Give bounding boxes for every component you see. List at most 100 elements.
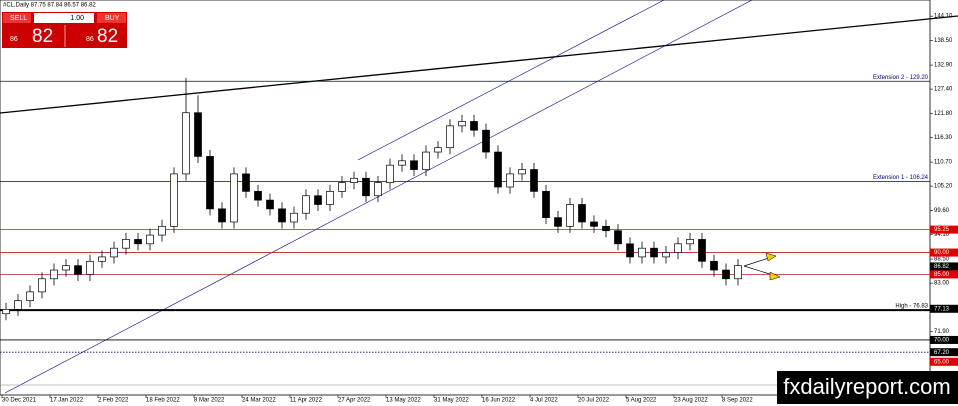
price-tag-label: 70.00 <box>934 338 950 344</box>
candle-body <box>650 247 658 258</box>
price-tag-label: 90.00 <box>934 250 950 256</box>
arrow-head <box>765 252 777 262</box>
candle-body <box>230 173 238 223</box>
channel-line <box>4 0 753 394</box>
candle-body <box>506 173 514 188</box>
arrow-head <box>769 271 781 281</box>
candle-body <box>638 247 646 258</box>
level-label: Extension 2 - 129.20 <box>873 75 929 81</box>
candle-body <box>398 160 406 166</box>
candle-body <box>626 243 634 258</box>
candle-body <box>362 177 370 197</box>
buy-button[interactable] <box>97 13 126 23</box>
price-tag <box>930 225 958 234</box>
y-tick-label: 127.40 <box>934 87 953 93</box>
candle-body <box>470 121 478 131</box>
y-tick-label: 110.70 <box>934 160 953 166</box>
price-tag-label: 86.82 <box>934 264 950 270</box>
price-tag-label: 77.13 <box>934 306 950 312</box>
price-tag-label: 95.25 <box>934 227 950 233</box>
candle-body <box>458 121 466 127</box>
bid-big: 82 <box>32 26 53 47</box>
candle-body <box>410 160 418 170</box>
chart-title: #CL,Daily 87.75 87.84 86.57 86.82 <box>3 3 96 9</box>
candle-body <box>74 265 82 275</box>
candle-body <box>62 265 70 271</box>
sell-label: SELL <box>10 15 27 22</box>
candle-body <box>194 112 202 157</box>
candle-body <box>206 156 214 210</box>
price-tag <box>930 348 958 357</box>
candle-body <box>590 221 598 227</box>
y-tick-label: 144.10 <box>934 14 953 20</box>
candle-body <box>350 177 358 183</box>
candle-body <box>422 151 430 170</box>
y-tick-label: 99.60 <box>934 208 950 214</box>
candle-body <box>578 204 586 223</box>
lots: 1.00 <box>70 15 84 22</box>
x-tick-label: 2 Feb 2022 <box>98 398 129 404</box>
watermark-bg <box>777 371 958 404</box>
x-tick-label: 24 Mar 2022 <box>242 398 276 404</box>
candle-body <box>482 129 490 153</box>
ask-big: 82 <box>97 26 118 47</box>
level-label: Extension 1 - 106.24 <box>873 175 929 181</box>
watermark: fxdailyreport.com <box>783 374 951 399</box>
x-tick-label: 18 Feb 2022 <box>146 398 180 404</box>
candle-body <box>554 217 562 227</box>
candle-body <box>602 225 610 232</box>
y-tick-label: 105.20 <box>934 184 953 190</box>
trendline <box>0 15 958 114</box>
price-tag-label: 67.20 <box>934 350 950 356</box>
candle-body <box>254 191 262 201</box>
candle-body <box>182 112 190 175</box>
candle-body <box>374 182 382 197</box>
price-tag <box>930 304 958 313</box>
candle-body <box>110 247 118 258</box>
candle-body <box>14 300 22 310</box>
candle-body <box>98 256 106 262</box>
ask-small: 86 <box>86 36 94 43</box>
buy-label: BUY <box>105 15 120 22</box>
sell-button[interactable] <box>3 13 31 23</box>
plot <box>0 77 930 353</box>
candle-body <box>386 164 394 183</box>
candle-body <box>278 208 286 223</box>
candle-body <box>170 173 178 227</box>
candle-body <box>86 260 94 275</box>
candle-body <box>134 239 142 245</box>
x-tick-label: 23 Aug 2022 <box>674 398 708 404</box>
candle-body <box>542 191 550 218</box>
candle-body <box>446 125 454 149</box>
price-tag <box>930 357 958 366</box>
candle-body <box>662 252 670 258</box>
price-tag-label: 85.00 <box>934 272 950 278</box>
price-tag-label: 65.00 <box>934 359 950 365</box>
price-tag <box>930 270 958 279</box>
candle-body <box>26 291 34 301</box>
y-tick-label: 116.30 <box>934 135 953 141</box>
x-tick-label: 8 Sep 2022 <box>722 398 753 404</box>
price-tag <box>930 335 958 344</box>
x-tick-label: 11 Apr 2022 <box>290 398 323 404</box>
x-tick-label: 13 May 2022 <box>386 398 421 404</box>
candle-body <box>674 243 682 253</box>
y-tick-label: 121.80 <box>934 111 953 117</box>
channel-line <box>357 0 665 161</box>
candle-body <box>38 278 46 293</box>
candle-body <box>686 239 694 245</box>
x-tick-label: 8 Mar 2022 <box>194 398 225 404</box>
candle-body <box>614 230 622 245</box>
candle-body <box>518 169 526 175</box>
price-tag <box>930 262 958 271</box>
candle-body <box>218 208 226 223</box>
lots-input[interactable] <box>34 13 94 23</box>
bid-small: 86 <box>10 36 18 43</box>
candle-body <box>710 260 718 271</box>
candle-body <box>314 195 322 205</box>
x-tick-label: 20 Jul 2022 <box>578 398 610 404</box>
candle-body <box>734 265 742 280</box>
x-tick-label: 4 Jul 2022 <box>530 398 558 404</box>
